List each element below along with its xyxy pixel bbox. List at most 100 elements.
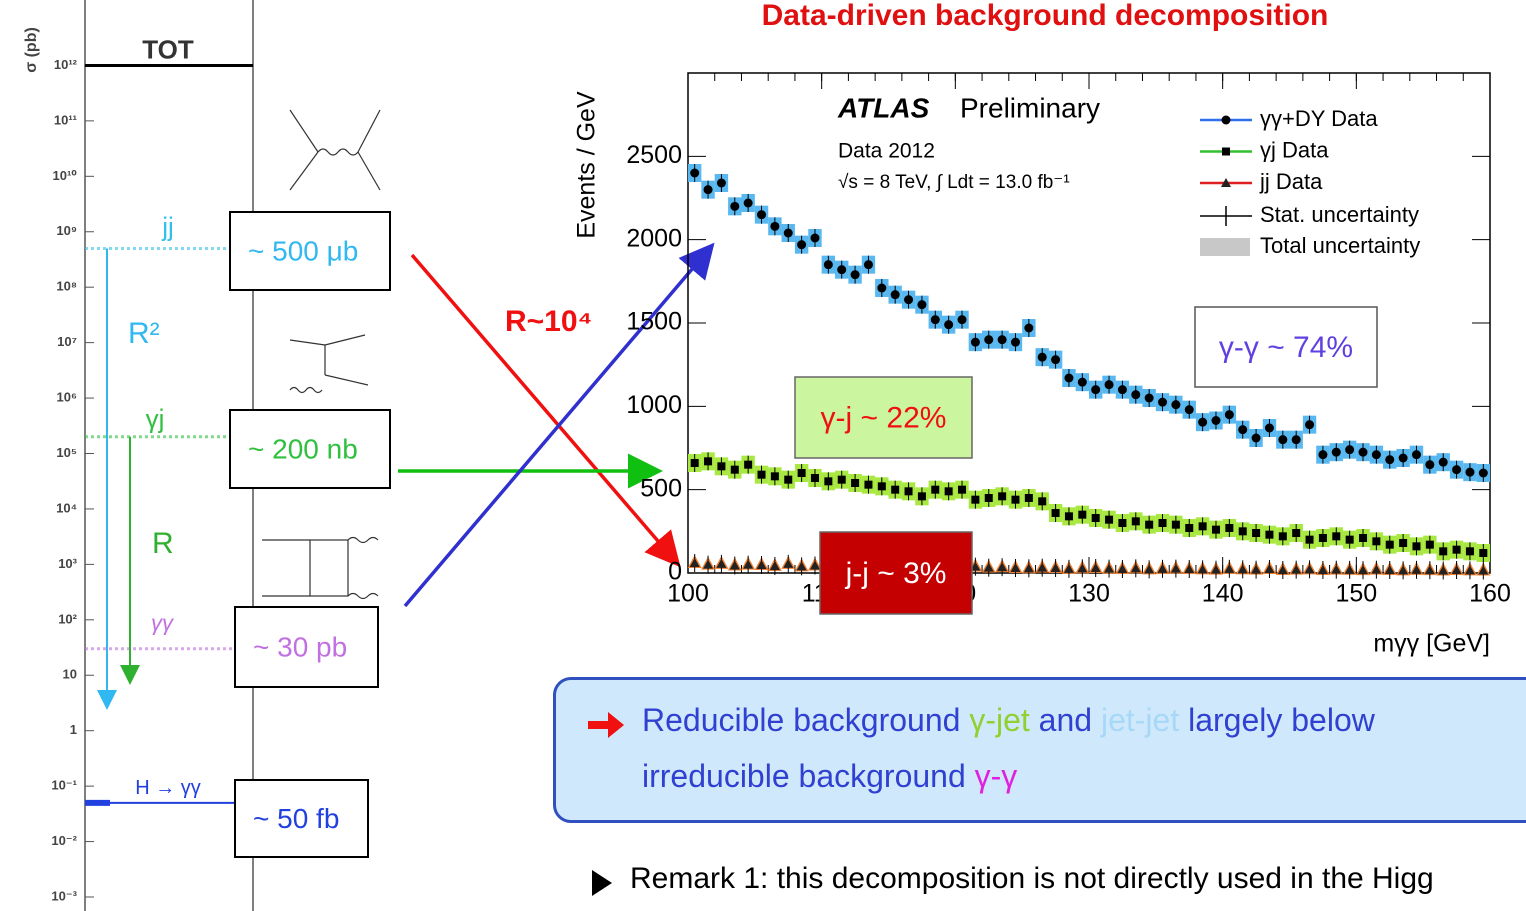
data-point: [797, 240, 807, 250]
data-point: [1345, 445, 1355, 455]
data-point: [1144, 564, 1155, 574]
data-point: [997, 562, 1008, 572]
data-point: [757, 470, 766, 479]
data-point: [917, 300, 927, 310]
data-point: [1344, 564, 1355, 574]
annotation: Preliminary: [960, 92, 1100, 123]
level-label: γγ: [151, 611, 175, 636]
data-point: [1252, 529, 1261, 537]
y-tick-label: 10⁻¹: [51, 778, 77, 793]
data-point: [1011, 495, 1020, 504]
data-point: [1225, 524, 1234, 532]
data-point: [1277, 565, 1288, 574]
data-point: [1305, 535, 1314, 544]
data-point: [783, 558, 794, 568]
value-box: [229, 211, 391, 291]
data-point: [1211, 525, 1220, 534]
data-point: [1385, 540, 1394, 549]
data-point: [1077, 377, 1087, 387]
data-point: [1331, 564, 1342, 574]
data-point: [1317, 565, 1328, 574]
data-point: [930, 315, 940, 325]
data-point: [1145, 520, 1154, 529]
legend-label: γγ+DY Data: [1260, 106, 1378, 131]
data-point: [1211, 416, 1221, 425]
link-arrow: [403, 242, 715, 608]
data-point: [851, 479, 860, 487]
data-point: [1359, 534, 1368, 542]
data-point: [757, 210, 767, 220]
data-point: [1158, 519, 1167, 527]
data-point: [1479, 549, 1488, 557]
data-point: [1051, 355, 1061, 365]
data-point: [1170, 563, 1181, 573]
data-point: [1010, 337, 1020, 347]
data-point: [877, 283, 887, 293]
value-label: ~ 30 pb: [253, 631, 347, 662]
y-tick-label: 10⁴: [56, 500, 77, 515]
legend-swatch: [1200, 238, 1250, 256]
data-point: [716, 558, 727, 568]
callout-text: largely below: [1179, 702, 1375, 738]
callout-text: γ-γ: [974, 758, 1018, 794]
x-axis-label: mγγ [GeV]: [1373, 630, 1490, 658]
data-point: [1078, 510, 1087, 519]
data-point: [837, 475, 846, 484]
y-tick-label: 10¹¹: [54, 112, 77, 127]
level-label: jj: [161, 211, 174, 241]
share-box: [794, 376, 973, 459]
data-point: [1412, 542, 1421, 551]
data-point: [1184, 405, 1194, 415]
callout-text: irreducible background: [642, 758, 975, 794]
y-tick-label: 10⁸: [56, 279, 77, 294]
callout-text: Reducible background: [642, 702, 970, 738]
share-label: j-j ~ 3%: [845, 557, 947, 590]
y-tick-label: 1: [70, 722, 77, 737]
y-tick-label: 500: [640, 474, 682, 502]
data-point: [1104, 380, 1114, 390]
data-point: [1238, 425, 1248, 435]
level-label: H → γγ: [135, 777, 201, 799]
x-tick-label: 140: [1202, 580, 1244, 608]
y-tick-label: 10⁶: [57, 390, 77, 405]
data-point: [1064, 512, 1073, 521]
value-box: [229, 409, 391, 489]
data-point: [1425, 540, 1434, 549]
annotation: ATLAS: [837, 92, 930, 123]
data-point: [1452, 545, 1461, 554]
y-axis-label: σ (pb): [23, 27, 40, 73]
data-point: [1105, 515, 1114, 524]
data-point: [1424, 565, 1435, 575]
legend-label: Stat. uncertainty: [1260, 202, 1419, 227]
data-point: [797, 469, 806, 477]
data-point: [1117, 564, 1128, 573]
callout-text: γ-jet: [969, 702, 1030, 738]
data-point: [824, 477, 833, 486]
data-point: [744, 460, 753, 469]
data-point: [689, 558, 700, 567]
link-arrow: [410, 253, 681, 568]
callout-line: irreducible background γ-γ: [642, 758, 1017, 795]
ratio-label: R: [152, 527, 174, 560]
data-point: [1158, 397, 1168, 407]
data-point: [1091, 514, 1100, 522]
data-point: [1318, 450, 1328, 460]
data-point: [1358, 447, 1368, 457]
bullet: [592, 870, 612, 896]
data-point: [1371, 564, 1382, 574]
data-point: [1451, 565, 1462, 574]
data-point: [1465, 467, 1475, 477]
value-box: [234, 779, 369, 858]
callout-line: Reducible background γ-jet and jet-jet l…: [642, 702, 1375, 739]
data-point: [1038, 497, 1047, 506]
data-point: [1318, 534, 1327, 542]
data-point: [1024, 323, 1034, 333]
data-point: [1304, 564, 1315, 574]
share-label: γ-j ~ 22%: [821, 401, 947, 434]
data-point: [1251, 433, 1261, 443]
data-point: [1452, 465, 1462, 475]
callout-arrow: [588, 712, 624, 738]
data-point: [810, 233, 820, 243]
data-point: [931, 485, 940, 494]
data-point: [1278, 435, 1288, 445]
